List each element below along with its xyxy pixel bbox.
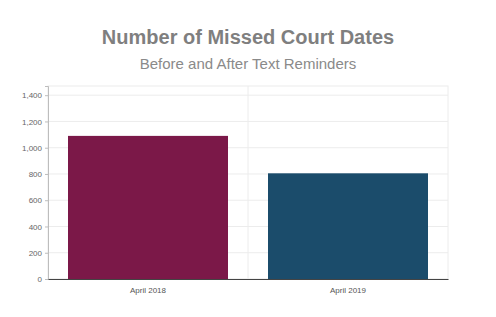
y-tick-label: 800 [29, 170, 43, 179]
bars [68, 136, 428, 279]
y-tick-mark [45, 279, 48, 280]
subtitle: Before and After Text Reminders [140, 55, 357, 72]
y-tick: 1,200 [22, 118, 48, 127]
y-tick-mark [45, 95, 48, 96]
y-axis: 0 200 400 600 800 1,000 1,200 1,400 [22, 87, 49, 285]
bar [68, 136, 228, 279]
x-tick: April 2019 [330, 279, 367, 295]
y-tick-mark [45, 226, 48, 227]
y-tick: 200 [29, 249, 48, 258]
x-axis-line [49, 279, 449, 280]
bar [268, 173, 428, 279]
y-tick: 1,400 [22, 91, 48, 100]
y-tick-label: 200 [29, 249, 43, 258]
x-tick: April 2018 [130, 279, 167, 295]
y-tick-mark [45, 148, 48, 149]
y-tick: 400 [29, 223, 48, 232]
plot: 02004006008001,0001,2001,400April 2018Ap… [22, 86, 449, 295]
y-tick-mark [45, 200, 48, 201]
x-axis: April 2018 April 2019 [49, 279, 449, 295]
chart: Number of Missed Court Dates Before and A… [0, 0, 496, 317]
y-tick-label: 1,400 [22, 91, 43, 100]
y-tick-mark [45, 174, 48, 175]
y-tick-mark [45, 121, 48, 122]
y-tick: 800 [29, 170, 48, 179]
y-tick-mark [45, 253, 48, 254]
y-tick: 600 [29, 196, 48, 205]
y-tick-label: 600 [29, 196, 43, 205]
x-tick-label: April 2018 [130, 286, 167, 295]
y-tick-label: 0 [38, 275, 43, 284]
plot-frame [48, 86, 448, 279]
y-tick: 0 [38, 275, 48, 284]
y-tick-label: 1,200 [22, 118, 43, 127]
title: Number of Missed Court Dates [102, 26, 394, 48]
divider [248, 86, 249, 279]
y-tick-label: 1,000 [22, 144, 43, 153]
y-tick-label: 400 [29, 223, 43, 232]
x-tick-label: April 2019 [330, 286, 367, 295]
y-axis-line [45, 87, 49, 280]
y-tick: 1,000 [22, 144, 48, 153]
